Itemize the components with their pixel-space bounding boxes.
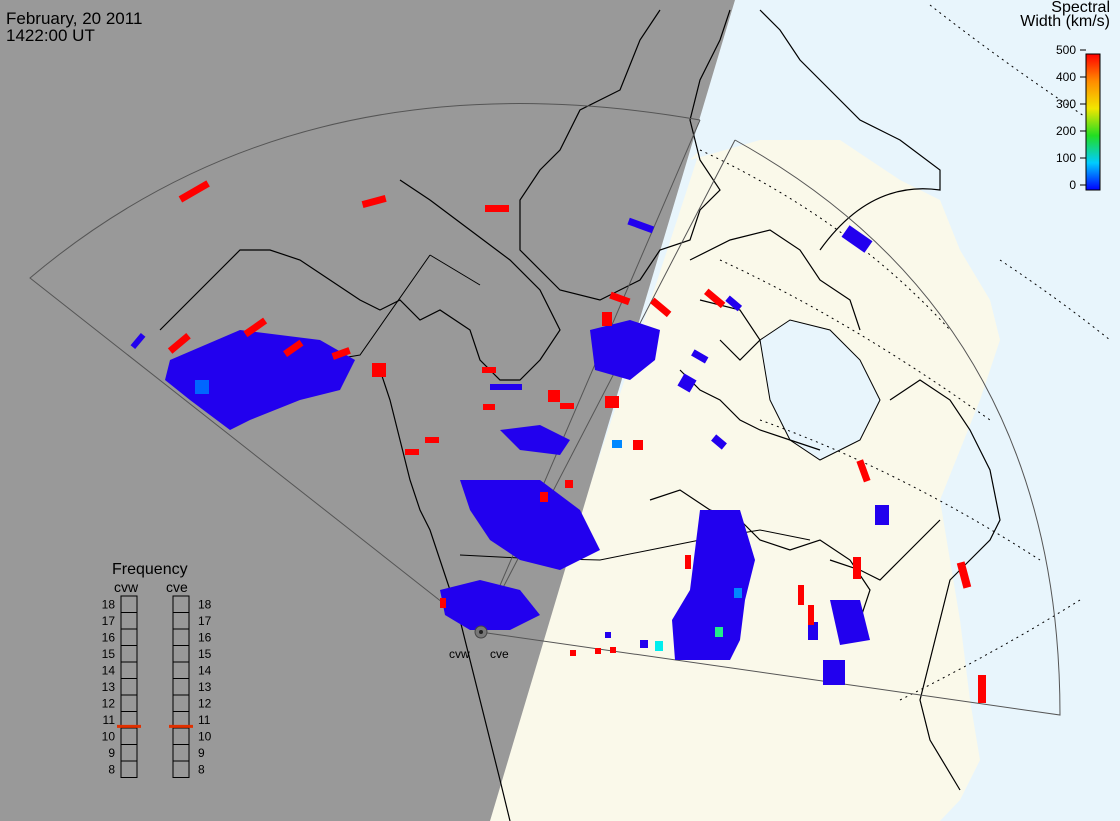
frequency-scale-label: 13 xyxy=(102,680,116,694)
frequency-scale-label: 8 xyxy=(108,762,115,776)
frequency-title: Frequency xyxy=(112,561,188,578)
night-region xyxy=(0,0,735,821)
frequency-scale-label: 15 xyxy=(198,647,212,661)
frequency-scale-label: 9 xyxy=(198,746,205,760)
frequency-scale-label: 12 xyxy=(102,696,116,710)
colorbar-tick-label: 0 xyxy=(1069,178,1076,192)
frequency-scale-label: 16 xyxy=(198,630,212,644)
colorbar-title-line2: Width (km/s) xyxy=(1020,13,1110,30)
frequency-radar-cvw: cvw xyxy=(114,579,139,595)
station-label-cvw: cvw xyxy=(449,647,470,661)
colorbar-tick-label: 100 xyxy=(1056,151,1076,165)
frequency-scale-label: 15 xyxy=(102,647,116,661)
frequency-panel: 18 18 17 17 16 16 15 15 14 14 13 13 12 12 11 11 10 10 9 9 8 8 xyxy=(102,595,212,778)
frequency-scale-label: 12 xyxy=(198,696,212,710)
radar-scatter-high-width xyxy=(167,180,986,703)
frequency-scale-label: 17 xyxy=(102,614,116,628)
colorbar xyxy=(1085,53,1101,191)
frequency-scale-label: 18 xyxy=(198,597,212,611)
hudson-bay xyxy=(759,319,881,461)
frequency-scale-label: 11 xyxy=(103,713,116,727)
colorbar-tick-label: 400 xyxy=(1056,70,1076,84)
frequency-scale-label: 10 xyxy=(198,729,212,743)
frequency-scale-label: 8 xyxy=(198,762,205,776)
radar-scatter-low-width xyxy=(130,217,889,685)
frequency-scale-label: 13 xyxy=(198,680,212,694)
colorbar-tick-label: 500 xyxy=(1056,43,1076,57)
colorbar-ticks: 500 400 300 200 100 0 xyxy=(1056,43,1086,192)
frequency-scale-label: 10 xyxy=(102,729,116,743)
frequency-scale-label: 18 xyxy=(102,597,116,611)
time-label: 1422:00 UT xyxy=(6,26,95,45)
frequency-scale-label: 14 xyxy=(102,663,116,677)
colorbar-title-line1: Spectral xyxy=(1051,0,1110,16)
frequency-radar-cve: cve xyxy=(166,579,188,595)
coastlines xyxy=(159,9,1001,821)
colorbar-tick-label: 300 xyxy=(1056,97,1076,111)
station-label-cve: cve xyxy=(490,647,509,661)
frequency-scale-label: 16 xyxy=(102,630,116,644)
frequency-scale-label: 14 xyxy=(198,663,212,677)
date-label: February, 20 2011 xyxy=(6,9,143,28)
colorbar-tick-label: 200 xyxy=(1056,124,1076,138)
radar-scatter-mid-width xyxy=(195,380,742,651)
frequency-scale-label: 9 xyxy=(108,746,115,760)
radar-sites xyxy=(474,625,488,639)
frequency-scale-label: 17 xyxy=(198,614,212,628)
frequency-scale-label: 11 xyxy=(198,713,211,727)
latitude-grid xyxy=(699,4,1111,701)
